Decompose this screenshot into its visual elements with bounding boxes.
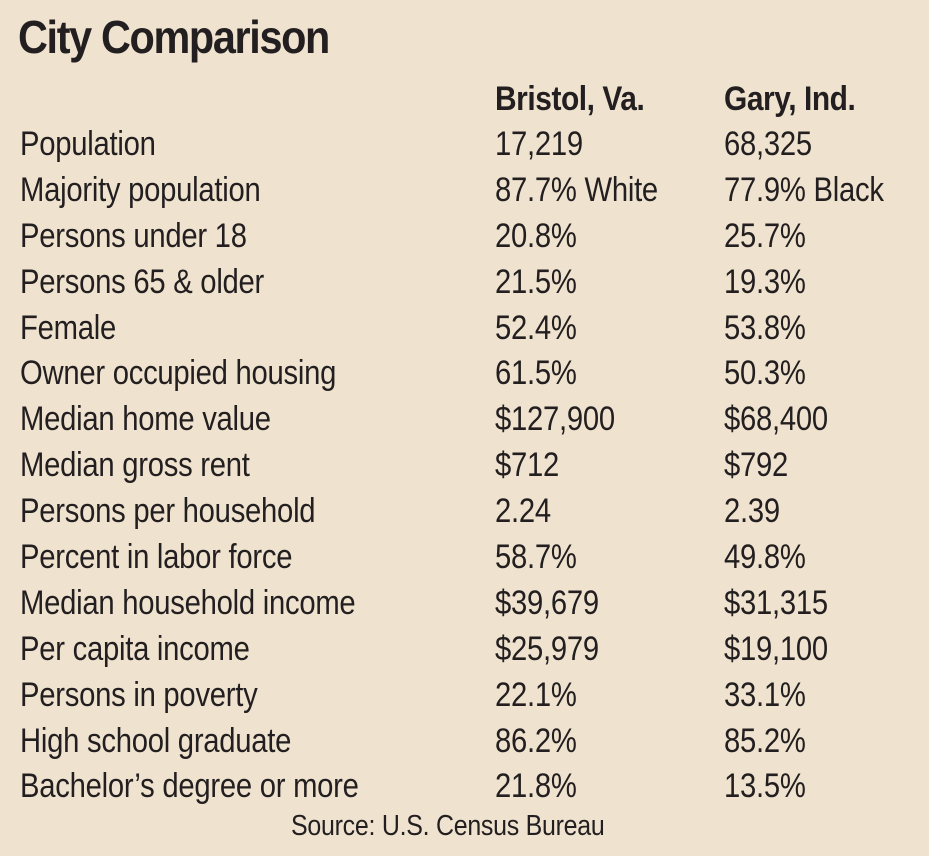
bristol-value: 17,219: [495, 125, 583, 163]
row-label: Median gross rent: [20, 446, 250, 485]
row-label: Female: [20, 308, 116, 347]
row-label: Population: [20, 125, 156, 163]
bristol-value: 20.8%: [495, 216, 577, 255]
bristol-value: $39,679: [495, 583, 599, 622]
row-label: Persons per household: [20, 492, 316, 531]
table-row: Majority population 87.7% White 77.9% Blac…: [0, 167, 929, 213]
gary-value: 50.3%: [724, 354, 806, 393]
gary-value: 53.8%: [724, 308, 806, 347]
table-row: High school graduate 86.2% 85.2%: [0, 718, 929, 764]
gary-value: 49.8%: [724, 538, 806, 577]
gary-value: 25.7%: [724, 216, 806, 255]
table-row: Persons per household 2.24 2.39: [0, 488, 929, 534]
gary-value: 13.5%: [724, 767, 806, 806]
row-label: Median home value: [20, 400, 271, 439]
gary-value: $68,400: [724, 400, 828, 439]
row-label: Bachelor’s degree or more: [20, 767, 359, 806]
table-row: Bachelor’s degree or more 21.8% 13.5%: [0, 763, 929, 809]
gary-value: 2.39: [724, 492, 780, 531]
gary-value: $792: [724, 446, 789, 485]
bristol-value: $712: [495, 446, 560, 485]
page-title: City Comparison: [18, 11, 330, 63]
column-header-gary: Gary, Ind.: [724, 80, 856, 118]
row-label: Persons under 18: [20, 216, 247, 255]
row-label: Percent in labor force: [20, 538, 293, 577]
bristol-value: 61.5%: [495, 354, 577, 393]
bristol-value: 2.24: [495, 492, 551, 531]
table-row: Percent in labor force 58.7% 49.8%: [0, 534, 929, 580]
column-header-bristol: Bristol, Va.: [495, 80, 645, 118]
bristol-value: 58.7%: [495, 538, 577, 577]
table-row: Median gross rent $712 $792: [0, 442, 929, 488]
bristol-value: 86.2%: [495, 721, 577, 760]
table-row: Owner occupied housing 61.5% 50.3%: [0, 350, 929, 396]
row-label: High school graduate: [20, 721, 292, 760]
gary-value: 19.3%: [724, 262, 806, 301]
bristol-value: 21.5%: [495, 262, 577, 301]
source-note: Source: U.S. Census Bureau: [291, 810, 605, 842]
gary-value: $31,315: [724, 583, 828, 622]
bristol-value: 52.4%: [495, 308, 577, 347]
bristol-value: 87.7% White: [495, 170, 658, 209]
table-row: Median household income $39,679 $31,315: [0, 580, 929, 626]
gary-value: 33.1%: [724, 675, 806, 714]
bristol-value: 21.8%: [495, 767, 577, 806]
bristol-value: $127,900: [495, 400, 615, 439]
comparison-table: Population 17,219 68,325 Majority populatio…: [0, 121, 929, 809]
bristol-value: $25,979: [495, 629, 599, 668]
table-row: Per capita income $25,979 $19,100: [0, 626, 929, 672]
row-label: Majority population: [20, 170, 261, 209]
row-label: Persons in poverty: [20, 675, 258, 714]
table-row: Persons under 18 20.8% 25.7%: [0, 213, 929, 259]
row-label: Median household income: [20, 583, 356, 622]
row-label: Owner occupied housing: [20, 354, 337, 393]
gary-value: 85.2%: [724, 721, 806, 760]
bristol-value: 22.1%: [495, 675, 577, 714]
table-row: Persons in poverty 22.1% 33.1%: [0, 672, 929, 718]
gary-value: 68,325: [724, 125, 812, 163]
table-row: Female 52.4% 53.8%: [0, 305, 929, 351]
row-label: Persons 65 & older: [20, 262, 265, 301]
table-row: Persons 65 & older 21.5% 19.3%: [0, 259, 929, 305]
gary-value: $19,100: [724, 629, 828, 668]
row-label: Per capita income: [20, 629, 250, 668]
gary-value: 77.9% Black: [724, 170, 884, 209]
table-row: Population 17,219 68,325: [0, 121, 929, 167]
table-row: Median home value $127,900 $68,400: [0, 396, 929, 442]
